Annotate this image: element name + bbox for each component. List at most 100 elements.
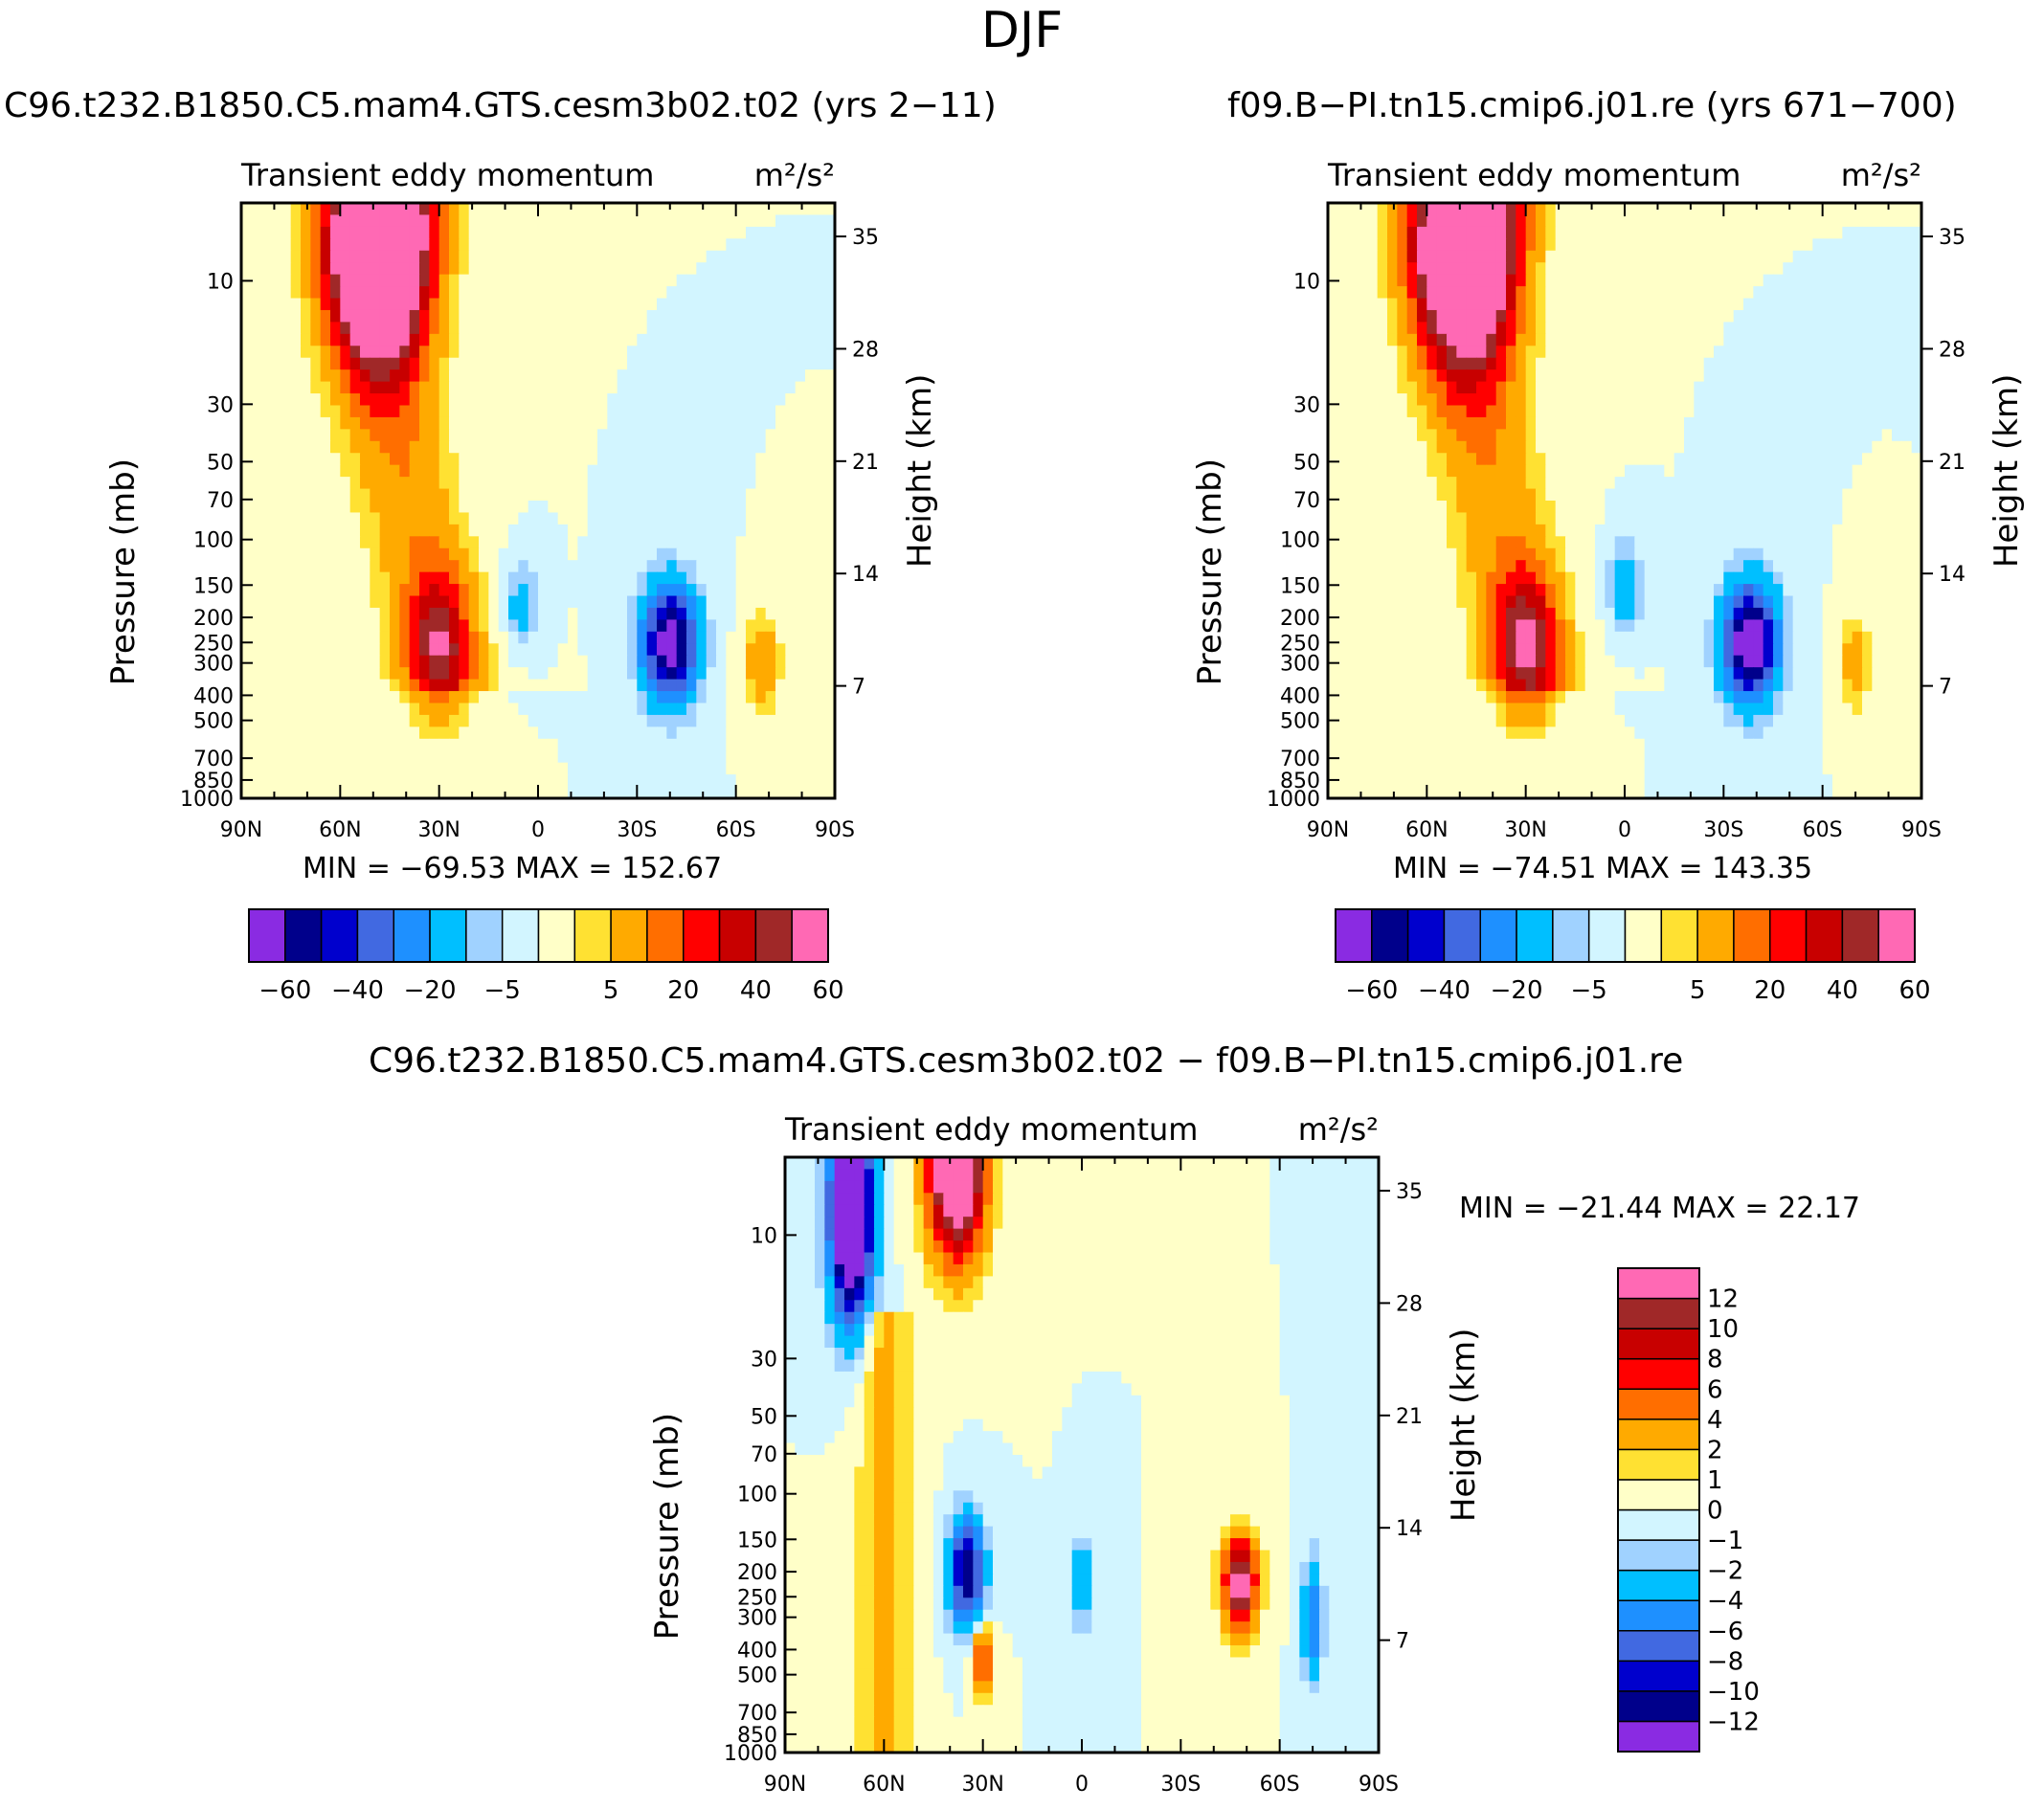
contour-cell <box>1842 238 1853 252</box>
contour-cell <box>706 501 717 514</box>
contour-cell <box>1555 560 1566 573</box>
contour-cell <box>1584 453 1596 466</box>
contour-cell <box>360 607 371 620</box>
contour-cell <box>1545 464 1557 478</box>
contour-cell <box>1358 405 1368 418</box>
contour-cell <box>518 488 529 502</box>
contour-cell <box>785 453 797 466</box>
contour-cell <box>1684 536 1695 549</box>
contour-cell <box>666 369 678 383</box>
contour-cell <box>1447 477 1457 490</box>
contour-cell <box>271 774 281 788</box>
contour-cell <box>1456 453 1468 466</box>
contour-cell <box>1417 547 1427 561</box>
contour-cell <box>1872 453 1883 466</box>
contour-cell <box>1387 322 1398 335</box>
contour-cell <box>577 501 589 514</box>
contour-cell <box>746 416 756 430</box>
contour-cell <box>795 738 806 751</box>
contour-cell <box>755 631 767 644</box>
contour-cell <box>459 203 470 216</box>
contour-cell <box>518 357 529 370</box>
contour-cell <box>330 393 341 407</box>
contour-cell <box>824 560 836 573</box>
contour-cell <box>637 691 648 704</box>
contour-cell <box>330 547 341 561</box>
contour-cell <box>1337 298 1349 311</box>
contour-cell <box>587 405 598 418</box>
contour-cell <box>488 512 500 525</box>
contour-cell <box>1625 262 1635 276</box>
contour-cell <box>1575 262 1586 276</box>
contour-cell <box>1673 464 1685 478</box>
contour-cell <box>805 714 816 727</box>
contour-cell <box>349 203 361 216</box>
contour-cell <box>1367 440 1379 454</box>
contour-cell <box>676 405 687 418</box>
contour-cell <box>1901 274 1913 287</box>
contour-cell <box>1495 381 1507 394</box>
contour-cell <box>379 512 391 525</box>
contour-cell <box>449 786 460 799</box>
contour-cell <box>1605 501 1616 514</box>
contour-cell <box>1525 536 1537 549</box>
contour-cell <box>824 762 836 775</box>
contour-cell <box>1654 369 1665 383</box>
contour-cell <box>1575 547 1586 561</box>
contour-cell <box>1684 274 1695 287</box>
contour-cell <box>409 595 420 609</box>
contour-cell <box>1684 571 1695 585</box>
contour-cell <box>1328 524 1338 537</box>
contour-cell <box>1575 250 1586 263</box>
contour-cell <box>815 262 826 276</box>
contour-cell <box>1694 381 1705 394</box>
contour-cell <box>281 619 292 633</box>
contour-cell <box>646 547 658 561</box>
contour-cell <box>1714 238 1724 252</box>
contour-cell <box>1842 226 1853 239</box>
contour-cell <box>607 512 618 525</box>
contour-cell <box>805 488 816 502</box>
contour-cell <box>1733 322 1744 335</box>
contour-cell <box>548 643 559 657</box>
contour-cell <box>1614 477 1626 490</box>
contour-cell <box>637 298 648 311</box>
contour-cell <box>459 679 470 692</box>
contour-cell <box>390 346 400 359</box>
contour-cell <box>824 238 836 252</box>
contour-cell <box>1555 238 1566 252</box>
contour-cell <box>310 655 322 668</box>
contour-cell <box>301 667 311 681</box>
contour-cell <box>805 429 816 442</box>
contour-cell <box>1575 477 1586 490</box>
contour-cell <box>1486 536 1497 549</box>
contour-cell <box>548 203 559 216</box>
contour-cell <box>479 607 489 620</box>
contour-cell <box>1516 322 1527 335</box>
contour-cell <box>795 703 806 716</box>
contour-cell <box>1466 571 1477 585</box>
contour-cell <box>1872 226 1883 239</box>
contour-cell <box>676 750 687 764</box>
contour-cell <box>676 607 687 620</box>
contour-cell <box>340 524 351 537</box>
contour-cell <box>1605 250 1616 263</box>
contour-cell <box>1881 477 1893 490</box>
contour-cell <box>1694 393 1705 407</box>
contour-cell <box>260 429 272 442</box>
contour-cell <box>755 381 767 394</box>
contour-cell <box>716 667 727 681</box>
contour-cell <box>1901 560 1913 573</box>
contour-cell <box>1595 560 1606 573</box>
contour-cell <box>449 524 460 537</box>
contour-cell <box>686 333 697 346</box>
contour-cell <box>459 607 470 620</box>
contour-cell <box>1337 250 1349 263</box>
contour-cell <box>271 607 281 620</box>
contour-cell <box>1852 214 1863 228</box>
contour-cell <box>1525 357 1537 370</box>
contour-cell <box>1684 393 1695 407</box>
contour-cell <box>775 322 786 335</box>
contour-cell <box>568 309 578 323</box>
contour-cell <box>310 214 322 228</box>
